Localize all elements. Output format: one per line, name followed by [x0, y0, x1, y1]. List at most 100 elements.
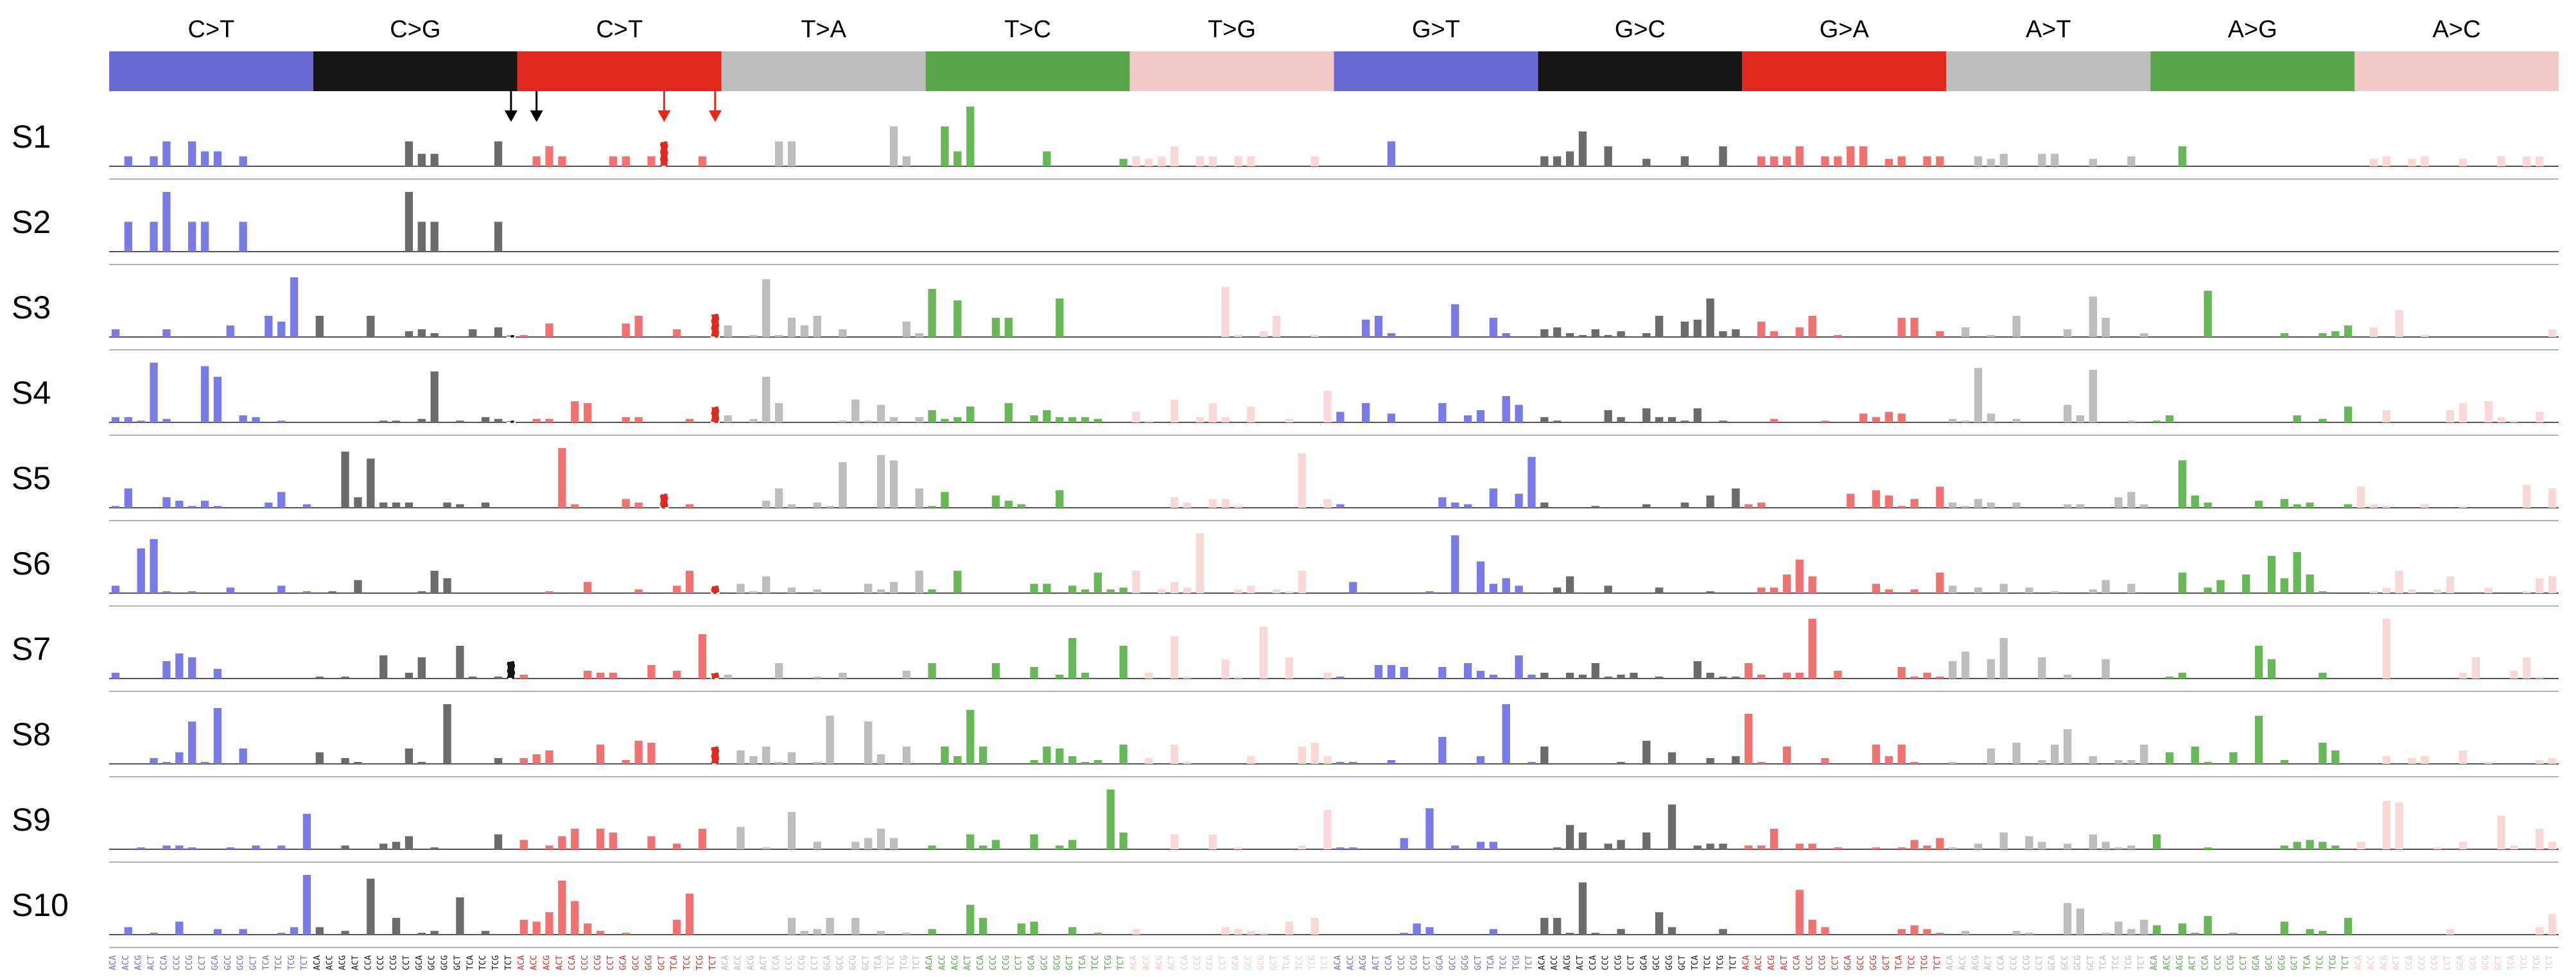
bar-s9-2-0 — [519, 840, 528, 849]
bar-s6-8-4 — [1795, 559, 1804, 593]
bar-s10-1-13 — [481, 931, 490, 935]
bar-s8-9-9 — [2063, 729, 2072, 764]
bar-s1-8-12 — [1897, 156, 1906, 166]
bar-s8-5-15 — [1323, 756, 1332, 764]
bar-s1-2-3 — [558, 156, 566, 166]
bar-s3-3-6 — [800, 325, 809, 337]
context-label-9-13: TCC — [2111, 955, 2121, 970]
bar-s1-7-2 — [1565, 151, 1574, 166]
bar-s3-6-3 — [1374, 316, 1383, 337]
category-strip-9 — [1946, 51, 2151, 91]
bar-s4-8-9 — [1859, 413, 1868, 422]
bar-s6-5-13 — [1298, 571, 1306, 593]
bar-s9-11-3 — [2395, 802, 2403, 849]
bar-s7-0-6 — [187, 657, 196, 679]
bar-s5-10-3 — [2191, 495, 2199, 508]
context-label-8-4: CCA — [1793, 955, 1802, 971]
bar-s6-3-11 — [864, 584, 873, 593]
context-label-7-5: CCC — [1601, 955, 1611, 970]
bar-s3-1-14 — [494, 327, 503, 337]
bar-s10-1-9 — [430, 931, 439, 935]
bar-s10-4-13 — [1093, 933, 1102, 935]
marker-arrow-1 — [530, 91, 543, 122]
bar-s4-7-0 — [1540, 417, 1549, 422]
bar-s3-8-4 — [1795, 327, 1804, 337]
context-label-0-9: GCC — [223, 955, 233, 970]
bar-s5-3-8 — [826, 506, 834, 508]
bar-s10-1-4 — [367, 878, 375, 935]
bar-s1-11-1 — [2369, 159, 2378, 166]
bar-s1-1-7 — [405, 141, 413, 166]
bar-s7-6-4 — [1387, 665, 1396, 679]
bar-s3-2-12 — [673, 329, 681, 337]
context-label-8-9: GCC — [1856, 955, 1866, 970]
context-label-10-7: CCT — [2239, 955, 2249, 971]
bar-s5-5-4 — [1183, 502, 1192, 508]
bar-s10-0-8 — [213, 929, 222, 935]
bar-s7-7-9 — [1655, 677, 1664, 679]
context-label-9-0: ACA — [1945, 955, 1955, 971]
bar-s4-7-6 — [1617, 417, 1625, 422]
bar-s3-4-0 — [928, 289, 936, 337]
bar-s5-6-0 — [1336, 504, 1345, 508]
bar-s6-6-1 — [1349, 582, 1357, 593]
bar-s9-9-7 — [2038, 842, 2046, 849]
bar-s5-9-14 — [2127, 492, 2136, 508]
bar-s8-0-3 — [150, 758, 158, 764]
bar-s4-2-8 — [622, 417, 630, 422]
bar-s6-11-14 — [2536, 578, 2544, 593]
bar-s4-8-12 — [1897, 413, 1906, 422]
bar-s5-6-9 — [1451, 502, 1459, 508]
bar-s8-10-3 — [2191, 747, 2199, 764]
bar-s7-6-5 — [1400, 667, 1408, 679]
bar-s8-5-14 — [1310, 743, 1319, 764]
bar-s7-7-13 — [1706, 673, 1714, 679]
bar-s5-2-9 — [634, 502, 643, 508]
bar-s3-7-5 — [1604, 335, 1612, 337]
bar-s9-1-6 — [392, 842, 401, 849]
context-label-1-4: CCA — [363, 955, 373, 971]
bar-s8-11-14 — [2536, 760, 2544, 764]
bar-s9-10-12 — [2306, 840, 2314, 849]
bar-s3-7-9 — [1655, 316, 1664, 337]
context-label-11-3: ACT — [2392, 955, 2402, 971]
bar-s1-7-8 — [1642, 159, 1651, 166]
bar-s6-4-11 — [1068, 585, 1077, 593]
context-label-6-3: ACT — [1371, 955, 1381, 971]
bar-s3-9-5 — [2012, 316, 2021, 337]
bar-s9-11-0 — [2356, 842, 2365, 849]
bar-s9-1-7 — [405, 836, 413, 849]
bar-s3-7-3 — [1578, 335, 1587, 337]
context-label-5-1: ACC — [1142, 955, 1151, 970]
bar-s3-3-15 — [915, 333, 923, 337]
bar-s9-7-1 — [1553, 847, 1562, 849]
bar-s10-5-10 — [1260, 933, 1268, 935]
bar-s5-9-9 — [2063, 504, 2072, 508]
bar-s1-8-7 — [1834, 156, 1842, 166]
context-label-11-13: TCC — [2519, 955, 2529, 970]
bar-s4-11-11 — [2497, 417, 2505, 422]
bar-s8-5-3 — [1170, 745, 1179, 764]
context-label-1-6: CCG — [389, 955, 399, 971]
context-label-11-2: ACG — [2380, 955, 2389, 971]
bar-s1-7-11 — [1680, 156, 1689, 166]
bar-s8-8-13 — [1910, 762, 1919, 764]
bar-s9-4-11 — [1068, 840, 1077, 849]
bar-s6-5-8 — [1234, 589, 1242, 593]
bar-s4-5-15 — [1323, 390, 1332, 422]
bar-s3-1-15 — [506, 334, 516, 338]
bar-s10-7-6 — [1617, 929, 1625, 935]
context-label-11-5: CCC — [2417, 955, 2427, 970]
bar-s4-11-7 — [2446, 410, 2455, 422]
bar-s4-6-8 — [1438, 402, 1447, 422]
bar-s3-1-9 — [430, 333, 439, 337]
context-label-6-10: GCG — [1461, 955, 1470, 971]
bar-s2-1-14 — [494, 221, 503, 252]
bar-s8-10-4 — [2204, 762, 2212, 764]
bar-s10-10-0 — [2152, 925, 2161, 935]
bar-s9-9-13 — [2114, 847, 2123, 849]
bar-s7-1-8 — [417, 657, 426, 679]
bar-s4-8-6 — [1821, 420, 1829, 422]
bar-s1-8-11 — [1884, 159, 1893, 166]
bar-s1-1-8 — [417, 153, 426, 166]
